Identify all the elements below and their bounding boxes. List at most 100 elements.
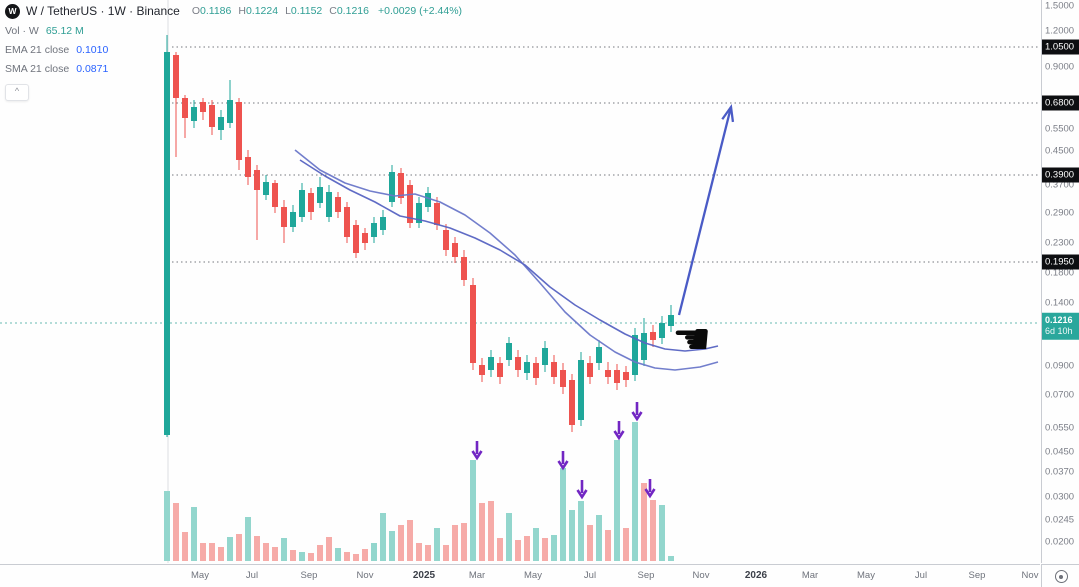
price-axis[interactable]: 1.5000 1.2000 0.9000 0.5500 0.4500 0.3700 0.29… bbox=[1041, 0, 1079, 563]
candle bbox=[488, 357, 494, 370]
candle bbox=[641, 333, 647, 360]
volume-bar bbox=[434, 528, 440, 561]
candle bbox=[236, 102, 242, 160]
candle bbox=[398, 173, 404, 198]
candle bbox=[434, 203, 440, 225]
signal-arrow-head bbox=[631, 411, 643, 422]
time-month-label: Jul bbox=[583, 570, 597, 581]
price-tick: 0.3700 bbox=[1045, 179, 1075, 191]
hand-cursor-icon: ☚ bbox=[672, 314, 712, 365]
candle bbox=[290, 212, 296, 227]
ema-indicator-row[interactable]: EMA 21 close 0.1010 bbox=[5, 42, 462, 58]
price-tick: 0.9000 bbox=[1045, 61, 1075, 73]
candle bbox=[362, 233, 368, 243]
time-axis[interactable]: May Jul Sep Nov 2025 Mar May Jul Sep Nov 2026 Mar Ma… bbox=[0, 564, 1040, 587]
candle bbox=[668, 315, 674, 326]
volume-bar bbox=[578, 501, 584, 561]
signal-arrow-head bbox=[644, 488, 656, 499]
signal-arrow-head bbox=[557, 460, 569, 471]
candle bbox=[578, 360, 584, 420]
trend-arrow-line bbox=[677, 106, 733, 316]
volume-bar bbox=[659, 505, 665, 561]
volume-label: Vol · W bbox=[5, 25, 39, 37]
high-value: 0.1224 bbox=[245, 5, 279, 17]
bar-countdown: 6d 10h bbox=[1045, 326, 1073, 336]
high-label: H bbox=[238, 5, 246, 17]
price-tick: 0.0700 bbox=[1045, 389, 1075, 401]
candle bbox=[425, 193, 431, 207]
volume-bar bbox=[524, 536, 530, 561]
candle bbox=[614, 370, 620, 383]
time-month-label: Nov bbox=[1021, 570, 1039, 581]
symbol-row[interactable]: W W / TetherUS · 1W · Binance O0.1186 H0… bbox=[5, 2, 462, 20]
candle bbox=[596, 347, 602, 363]
signal-arrow-head bbox=[576, 489, 588, 500]
candle bbox=[191, 107, 197, 121]
volume-bar bbox=[164, 491, 170, 561]
volume-bar bbox=[533, 528, 539, 561]
candle bbox=[533, 363, 539, 378]
volume-bar bbox=[497, 538, 503, 561]
price-chart-svg[interactable] bbox=[0, 0, 1040, 563]
volume-bar bbox=[245, 517, 251, 561]
volume-bar bbox=[380, 513, 386, 561]
close-value: 0.1216 bbox=[336, 5, 369, 17]
signal-arrow-head bbox=[471, 450, 483, 461]
legend: W W / TetherUS · 1W · Binance O0.1186 H0… bbox=[5, 2, 462, 101]
volume-bar bbox=[263, 543, 269, 561]
collapse-legend-button[interactable]: ^ bbox=[5, 84, 29, 101]
target-icon[interactable] bbox=[1054, 570, 1068, 583]
price-tick: 0.0550 bbox=[1045, 422, 1075, 434]
candle bbox=[218, 117, 224, 130]
volume-value: 65.12 M bbox=[45, 25, 84, 37]
change-value: +0.0029 (+2.44%) bbox=[377, 5, 463, 17]
chart-pane[interactable]: ☚ W W / TetherUS · 1W · Binance O0.1186 … bbox=[0, 0, 1040, 563]
volume-bar bbox=[218, 547, 224, 561]
candle bbox=[560, 370, 566, 387]
candle bbox=[173, 55, 179, 98]
volume-bar bbox=[614, 440, 620, 561]
volume-bar bbox=[443, 545, 449, 561]
candle bbox=[245, 157, 251, 177]
volume-bar bbox=[371, 543, 377, 561]
close-label: C bbox=[329, 5, 337, 17]
time-month-label: Nov bbox=[356, 570, 374, 581]
candle bbox=[470, 285, 476, 363]
candle bbox=[659, 323, 665, 338]
ema-line bbox=[299, 159, 719, 352]
volume-bar bbox=[515, 540, 521, 561]
volume-bar bbox=[605, 530, 611, 561]
time-month-label: Mar bbox=[801, 570, 819, 581]
candle bbox=[389, 172, 395, 202]
volume-bar bbox=[470, 460, 476, 561]
volume-bar bbox=[542, 538, 548, 561]
volume-bar bbox=[452, 525, 458, 561]
candle bbox=[623, 372, 629, 380]
volume-bar bbox=[362, 549, 368, 561]
price-tick: 0.0450 bbox=[1045, 446, 1075, 458]
ohlc-values: O0.1186 H0.1224 L0.1152 C0.1216 +0.0029 … bbox=[192, 5, 462, 17]
volume-bar bbox=[290, 550, 296, 561]
volume-indicator-row[interactable]: Vol · W 65.12 M bbox=[5, 23, 462, 39]
candle bbox=[497, 363, 503, 377]
current-price-value: 0.1216 bbox=[1045, 314, 1073, 325]
volume-bar bbox=[398, 525, 404, 561]
candle bbox=[254, 170, 260, 190]
candle bbox=[551, 362, 557, 377]
signal-arrow-head bbox=[613, 430, 625, 441]
sma-indicator-row[interactable]: SMA 21 close 0.0871 bbox=[5, 61, 462, 77]
symbol-logo-icon: W bbox=[5, 3, 20, 19]
volume-bar bbox=[650, 500, 656, 561]
price-tick: 0.1800 bbox=[1045, 267, 1075, 279]
price-tick: 0.2900 bbox=[1045, 207, 1075, 219]
volume-bar bbox=[281, 538, 287, 561]
time-month-label: May bbox=[191, 570, 209, 581]
volume-bar bbox=[182, 532, 188, 561]
axis-corner bbox=[1041, 564, 1079, 587]
candle bbox=[209, 105, 215, 127]
level-price-label: 0.3900 bbox=[1042, 167, 1079, 183]
volume-bar bbox=[407, 520, 413, 561]
volume-bar bbox=[632, 422, 638, 561]
time-year-label: 2026 bbox=[744, 570, 768, 581]
open-value: 0.1186 bbox=[200, 5, 232, 17]
